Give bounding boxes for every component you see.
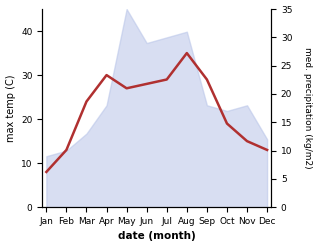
- X-axis label: date (month): date (month): [118, 231, 196, 242]
- Y-axis label: max temp (C): max temp (C): [5, 74, 16, 142]
- Y-axis label: med. precipitation (kg/m2): med. precipitation (kg/m2): [303, 47, 313, 169]
